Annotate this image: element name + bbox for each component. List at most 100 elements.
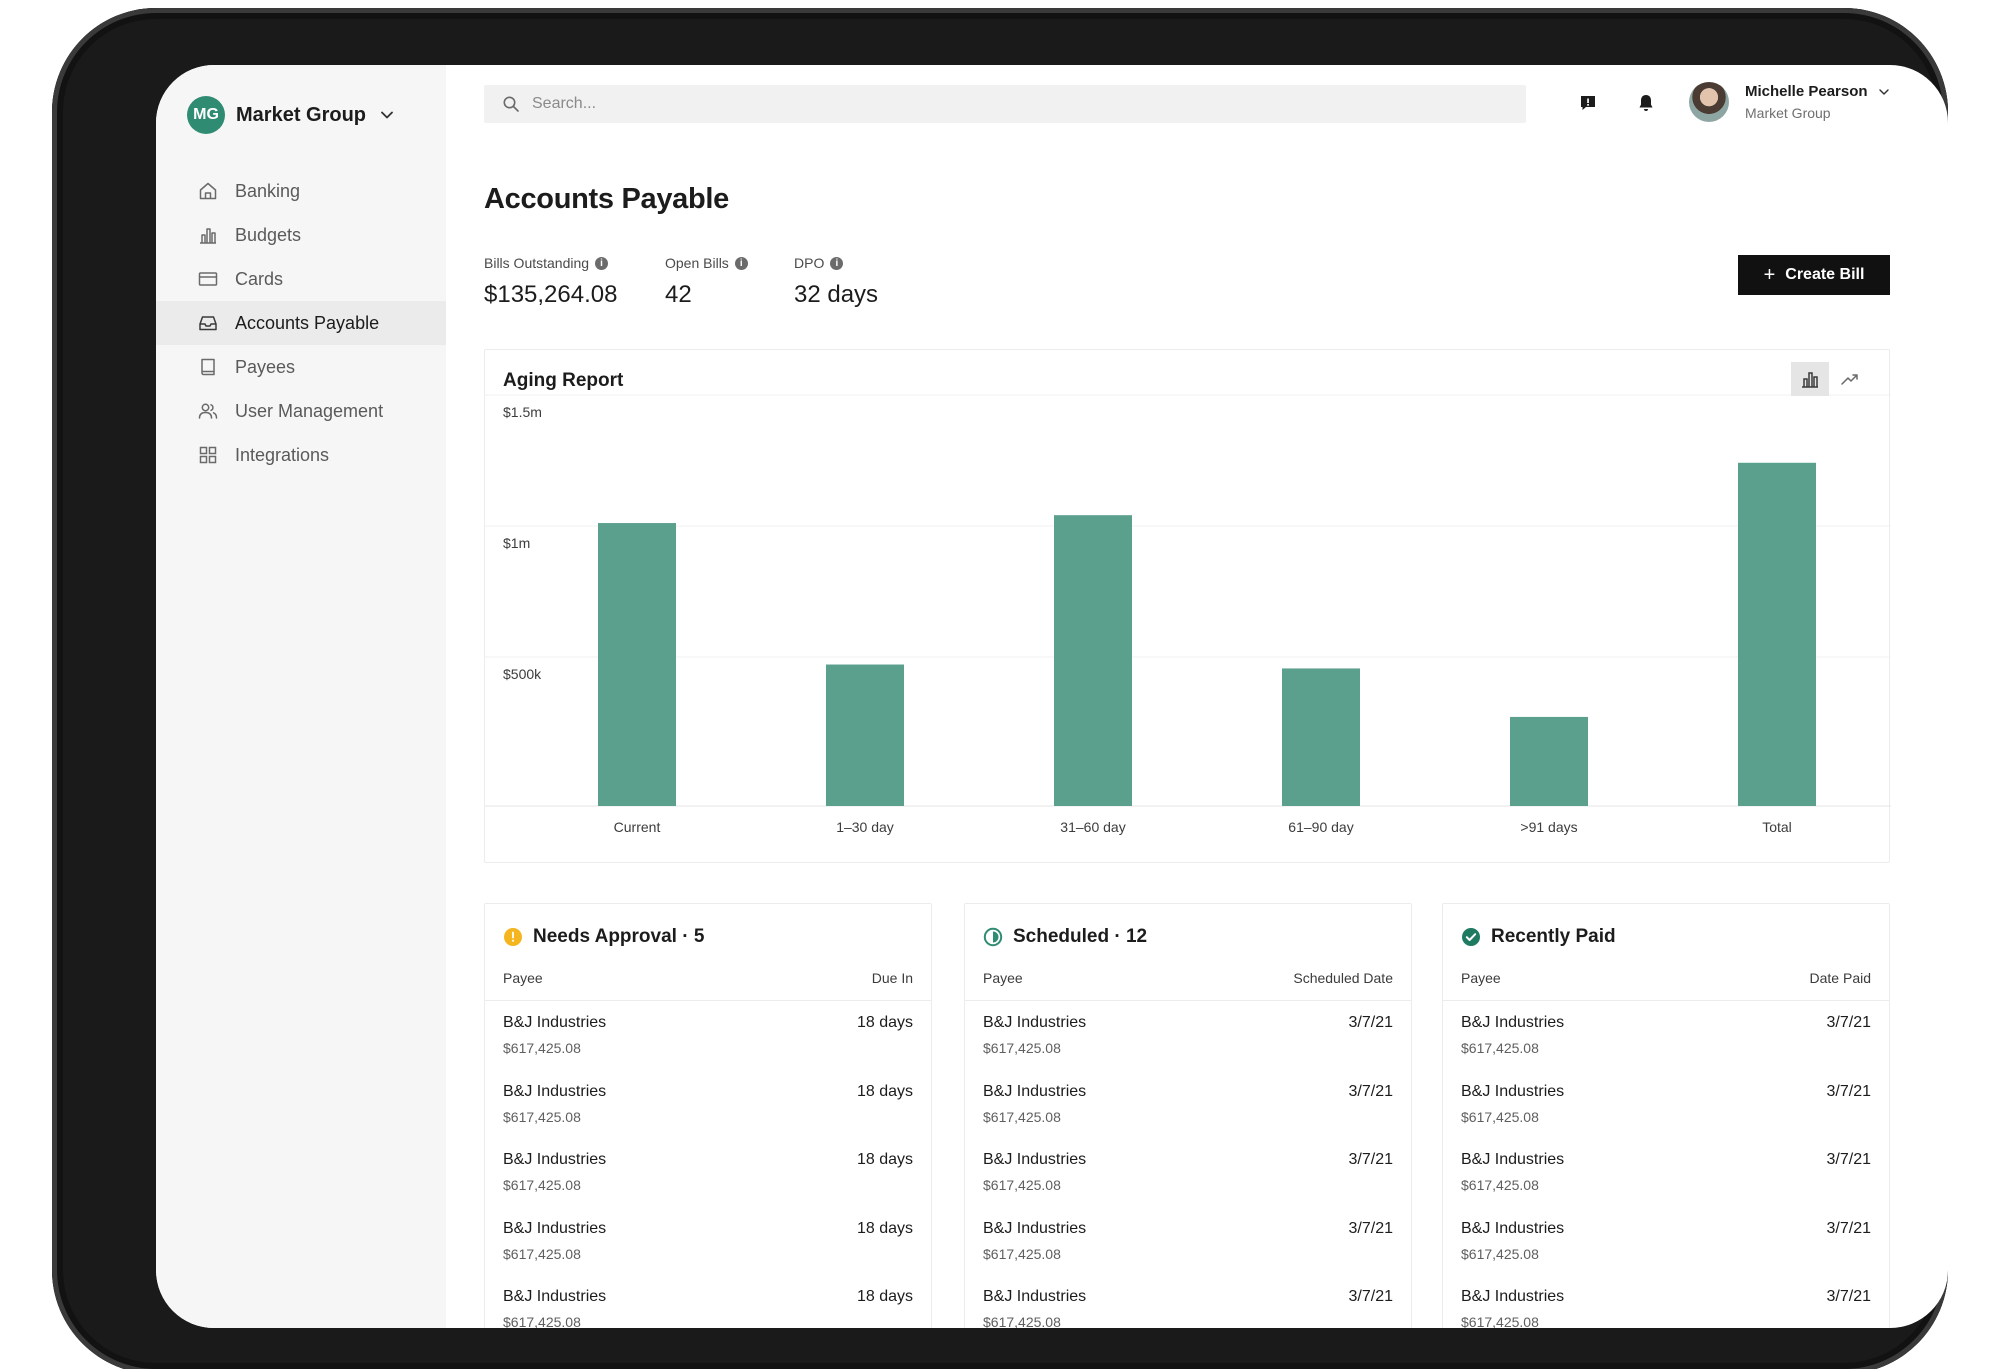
- x-tick-label: >91 days: [1520, 819, 1577, 835]
- bill-amount: $617,425.08: [503, 1314, 581, 1328]
- sidebar-item-cards[interactable]: Cards: [156, 257, 446, 301]
- panel-columns: Payee Scheduled Date: [983, 970, 1393, 998]
- list-item[interactable]: B&J Industries $617,425.08 3/7/21: [1461, 1151, 1871, 1220]
- info-icon[interactable]: i: [830, 256, 844, 270]
- row-value: 3/7/21: [1826, 1014, 1871, 1031]
- list-item[interactable]: B&J Industries $617,425.08 3/7/21: [983, 1151, 1393, 1220]
- y-tick-label: $1.5m: [503, 404, 542, 420]
- divider: [965, 1000, 1411, 1001]
- payee-name: B&J Industries: [503, 1219, 607, 1237]
- stat-label: Bills Outstanding: [484, 255, 590, 271]
- payee-name: B&J Industries: [1461, 1151, 1565, 1168]
- stat-value: $135,264.08: [484, 281, 618, 308]
- org-avatar: MG: [187, 96, 225, 134]
- list-item[interactable]: B&J Industries $617,425.08 3/7/21: [983, 1288, 1393, 1328]
- trend-view-toggle[interactable]: [1831, 362, 1869, 396]
- list-item[interactable]: B&J Industries $617,425.08 18 days: [503, 1220, 913, 1289]
- panel-columns: Payee Date Paid: [1461, 970, 1871, 998]
- search-bar[interactable]: [484, 85, 1526, 123]
- row-value: 3/7/21: [1348, 1151, 1393, 1168]
- payee-name: B&J Industries: [503, 1288, 607, 1305]
- stat-dpo: DPO i 32 days: [794, 255, 878, 309]
- sidebar-item-user-management[interactable]: User Management: [156, 389, 446, 433]
- x-tick-label: Total: [1762, 819, 1792, 835]
- list-item[interactable]: B&J Industries $617,425.08 3/7/21: [983, 1083, 1393, 1152]
- search-icon: [503, 96, 519, 112]
- sidebar-item-label: Cards: [235, 268, 284, 289]
- bill-amount: $617,425.08: [1461, 1245, 1539, 1262]
- sidebar-item-budgets[interactable]: Budgets: [156, 213, 446, 257]
- search-input[interactable]: [532, 95, 1432, 113]
- list-item[interactable]: B&J Industries $617,425.08 3/7/21: [983, 1014, 1393, 1083]
- bar-4[interactable]: [1510, 716, 1588, 806]
- bill-amount: $617,425.08: [983, 1245, 1061, 1262]
- app-screen: MG Market Group Banking Budgets Cards: [156, 65, 1948, 1328]
- stat-value: 32 days: [794, 281, 879, 308]
- payee-name: B&J Industries: [503, 1014, 607, 1031]
- list-item[interactable]: B&J Industries $617,425.08 18 days: [503, 1288, 913, 1328]
- bill-amount: $617,425.08: [503, 1108, 581, 1125]
- stat-label: Open Bills: [665, 255, 729, 271]
- list-item[interactable]: B&J Industries $617,425.08 18 days: [503, 1151, 913, 1220]
- bill-amount: $617,425.08: [1461, 1314, 1539, 1328]
- panel-title: Needs Approval · 5: [533, 926, 705, 947]
- chevron-down-icon: [1878, 88, 1889, 95]
- payee-name: B&J Industries: [1461, 1219, 1565, 1237]
- bar-0[interactable]: [598, 523, 676, 806]
- org-switcher[interactable]: MG Market Group: [187, 96, 397, 134]
- column-header-payee: Payee: [983, 970, 1023, 986]
- payee-name: B&J Industries: [983, 1014, 1087, 1031]
- column-header-payee: Payee: [503, 970, 543, 986]
- inbox-icon: [199, 316, 217, 331]
- bell-icon[interactable]: [1635, 92, 1657, 114]
- info-icon[interactable]: i: [734, 256, 748, 270]
- warning-icon: [504, 928, 522, 946]
- info-icon[interactable]: i: [595, 256, 609, 270]
- panel-title: Scheduled · 12: [1013, 926, 1148, 947]
- create-bill-button[interactable]: + Create Bill: [1738, 255, 1890, 295]
- list-item[interactable]: B&J Industries $617,425.08 3/7/21: [983, 1220, 1393, 1289]
- payee-name: B&J Industries: [983, 1219, 1087, 1237]
- row-value: 3/7/21: [1348, 1014, 1393, 1031]
- bar-5[interactable]: [1738, 462, 1816, 806]
- list-item[interactable]: B&J Industries $617,425.08 18 days: [503, 1083, 913, 1152]
- bill-amount: $617,425.08: [503, 1245, 581, 1262]
- users-icon: [198, 403, 218, 419]
- create-bill-label: Create Bill: [1785, 266, 1865, 283]
- payee-name: B&J Industries: [983, 1082, 1087, 1100]
- row-value: 18 days: [856, 1219, 913, 1237]
- row-value: 3/7/21: [1826, 1082, 1871, 1100]
- feedback-icon[interactable]: [1577, 92, 1599, 114]
- sidebar: MG Market Group Banking Budgets Cards: [156, 65, 446, 1328]
- card-icon: [198, 272, 218, 286]
- list-item[interactable]: B&J Industries $617,425.08 3/7/21: [1461, 1288, 1871, 1328]
- bar-1[interactable]: [826, 664, 904, 806]
- row-value: 3/7/21: [1826, 1219, 1871, 1237]
- sidebar-item-accounts-payable[interactable]: Accounts Payable: [156, 301, 446, 345]
- sidebar-item-payees[interactable]: Payees: [156, 345, 446, 389]
- row-value: 3/7/21: [1826, 1151, 1871, 1168]
- sidebar-nav: Banking Budgets Cards Accounts Payable P…: [156, 169, 446, 477]
- sidebar-item-label: Banking: [235, 180, 301, 201]
- divider: [485, 1000, 931, 1001]
- org-name: Market Group: [236, 103, 367, 126]
- bar-2[interactable]: [1054, 515, 1132, 806]
- bar-3[interactable]: [1282, 668, 1360, 806]
- payee-name: B&J Industries: [503, 1151, 607, 1168]
- row-value: 3/7/21: [1826, 1288, 1871, 1305]
- list-item[interactable]: B&J Industries $617,425.08 3/7/21: [1461, 1014, 1871, 1083]
- user-menu[interactable]: Michelle Pearson Market Group: [1689, 82, 1892, 122]
- bar-chart-icon: [1802, 372, 1818, 388]
- column-header-payee: Payee: [1461, 970, 1501, 986]
- list-item[interactable]: B&J Industries $617,425.08 3/7/21: [1461, 1083, 1871, 1152]
- aging-report-card: $1.5m $1m $500k Current 1–30 day 31–60 day 61–…: [484, 349, 1891, 863]
- sidebar-item-banking[interactable]: Banking: [156, 169, 446, 213]
- check-circle-icon: [1462, 928, 1480, 946]
- sidebar-item-integrations[interactable]: Integrations: [156, 433, 446, 477]
- list-item[interactable]: B&J Industries $617,425.08 18 days: [503, 1014, 913, 1083]
- list-item[interactable]: B&J Industries $617,425.08 3/7/21: [1461, 1220, 1871, 1289]
- bar-view-toggle[interactable]: [1791, 362, 1829, 396]
- bill-amount: $617,425.08: [983, 1177, 1061, 1193]
- scheduled-panel: Scheduled · 12 Payee Scheduled Date B&J …: [964, 903, 1412, 1328]
- tablet-frame: MG Market Group Banking Budgets Cards: [52, 8, 1948, 1369]
